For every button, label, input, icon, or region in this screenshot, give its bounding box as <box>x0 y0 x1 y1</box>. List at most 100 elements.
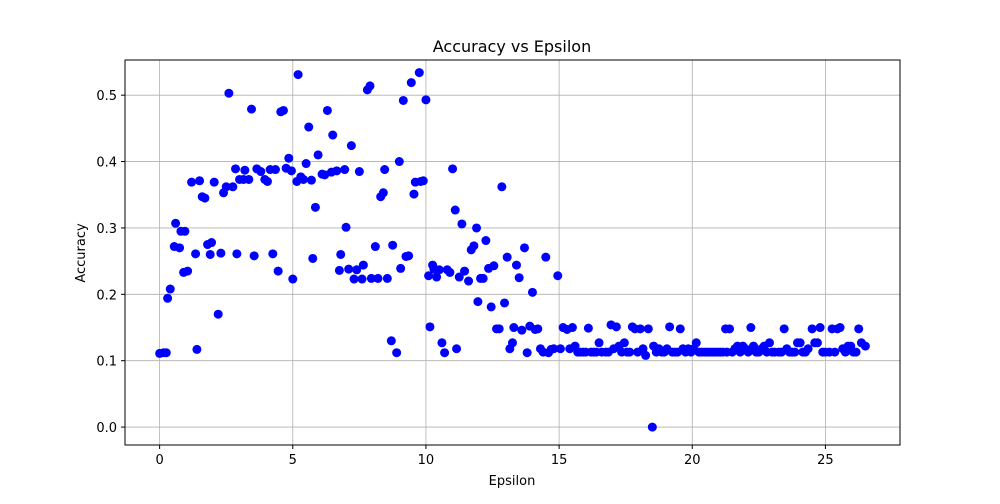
data-point <box>481 236 491 246</box>
data-point <box>231 164 241 174</box>
data-point <box>469 241 479 251</box>
data-points <box>155 68 870 432</box>
data-point <box>298 174 308 184</box>
data-point <box>332 166 342 176</box>
data-point <box>370 242 380 252</box>
data-point <box>240 165 250 175</box>
data-point <box>308 253 318 263</box>
data-point <box>187 177 197 187</box>
data-point <box>256 167 266 177</box>
data-point <box>541 252 551 262</box>
data-point <box>388 240 398 250</box>
data-point <box>396 263 406 273</box>
data-point <box>795 338 805 348</box>
data-point <box>354 167 364 177</box>
data-point <box>306 175 316 185</box>
data-point <box>394 157 404 167</box>
data-point <box>304 122 314 132</box>
data-point <box>450 205 460 215</box>
data-point <box>815 323 825 333</box>
data-point <box>511 260 521 270</box>
grid <box>125 60 900 445</box>
data-point <box>365 81 375 91</box>
chart-title: Accuracy vs Epsilon <box>433 37 591 56</box>
plot-frame <box>124 59 901 446</box>
data-point <box>268 249 278 259</box>
data-point <box>803 344 813 354</box>
data-point <box>278 105 288 115</box>
data-point <box>341 222 351 232</box>
data-point <box>244 174 254 184</box>
y-axis-ticks: 0.0 0.1 0.2 0.3 0.4 0.5 <box>96 89 125 436</box>
data-point <box>583 323 593 333</box>
data-point <box>216 248 226 258</box>
x-tick-label: 25 <box>817 453 834 468</box>
data-point <box>366 273 376 283</box>
data-point <box>421 95 431 105</box>
data-point <box>398 95 408 105</box>
data-point <box>743 347 753 357</box>
x-tick-label: 15 <box>551 453 568 468</box>
data-point <box>228 182 238 192</box>
data-point <box>284 153 294 163</box>
data-point <box>437 338 447 348</box>
data-point <box>746 323 756 333</box>
data-point <box>334 265 344 275</box>
data-point <box>161 348 171 358</box>
data-point <box>344 264 354 274</box>
data-point <box>434 265 444 275</box>
data-point <box>340 165 350 175</box>
data-point <box>445 267 455 277</box>
data-point <box>180 226 190 236</box>
data-point <box>392 348 402 358</box>
data-point <box>553 271 563 281</box>
data-point <box>232 249 242 259</box>
data-point <box>472 223 482 233</box>
data-point <box>594 338 604 348</box>
data-point <box>489 261 499 271</box>
x-tick-label: 20 <box>684 453 701 468</box>
data-point <box>665 322 675 332</box>
data-point <box>409 189 419 199</box>
data-point <box>418 176 428 186</box>
data-point <box>163 293 173 303</box>
data-point <box>494 324 504 334</box>
data-point <box>378 188 388 198</box>
data-point <box>851 347 861 357</box>
data-point <box>175 243 185 253</box>
data-point <box>301 159 311 169</box>
data-point <box>270 165 280 175</box>
data-point <box>249 251 259 261</box>
data-point <box>509 323 519 333</box>
data-point <box>625 347 635 357</box>
data-point <box>386 336 396 346</box>
y-tick-label: 0.1 <box>96 355 117 370</box>
data-point <box>192 344 202 354</box>
data-point <box>432 272 442 282</box>
data-point <box>854 324 864 334</box>
data-point <box>641 350 651 360</box>
y-tick-label: 0.3 <box>96 222 117 237</box>
data-point <box>473 297 483 307</box>
data-point <box>424 271 434 281</box>
data-point <box>522 348 532 358</box>
x-axis-ticks: 0 5 10 15 20 25 <box>155 445 834 468</box>
data-point <box>322 105 332 115</box>
data-point <box>328 130 338 140</box>
data-point <box>221 182 231 192</box>
data-point <box>807 324 817 334</box>
data-point <box>835 323 845 333</box>
data-point <box>191 249 201 259</box>
data-point <box>310 202 320 212</box>
data-point <box>358 260 368 270</box>
data-point <box>425 322 435 332</box>
data-point <box>165 284 175 294</box>
data-point <box>373 273 383 283</box>
data-point <box>195 176 205 186</box>
data-point <box>380 165 390 175</box>
data-point <box>497 182 507 192</box>
data-point <box>454 272 464 282</box>
data-point <box>293 70 303 80</box>
